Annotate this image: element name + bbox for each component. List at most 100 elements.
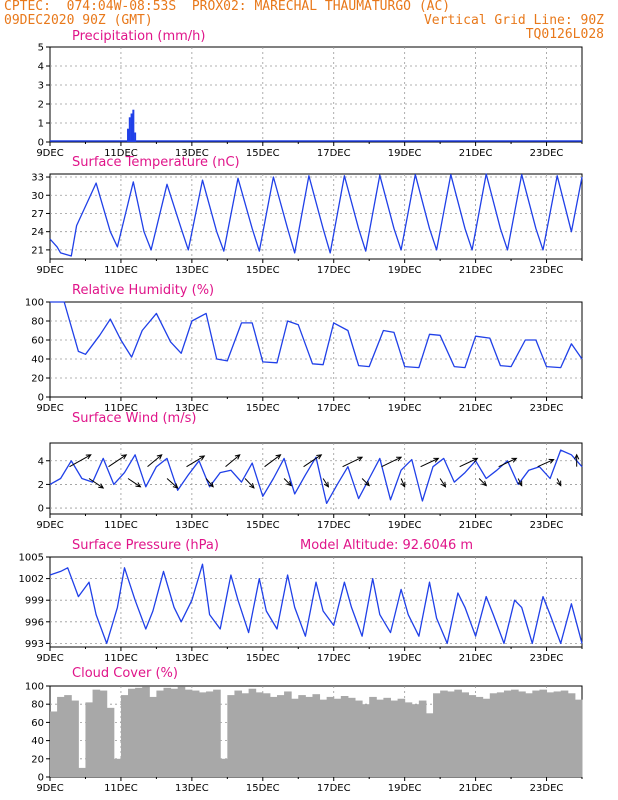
- wind-arrow-head: [286, 480, 292, 487]
- y-tick-label: 0: [38, 504, 44, 515]
- precip-bar: [128, 117, 131, 142]
- y-tick-label: 80: [31, 317, 44, 328]
- precip-bar: [130, 113, 133, 142]
- wind-arrow: [322, 478, 329, 488]
- wind-arrow-head: [323, 481, 330, 488]
- y-tick-label: 40: [31, 355, 44, 366]
- wind-arrow-head: [556, 480, 562, 487]
- cloud-bar: [546, 692, 555, 777]
- cloud-bar: [177, 686, 186, 777]
- y-tick-label: 996: [25, 617, 44, 628]
- cloud-bar: [113, 758, 122, 777]
- cloud-bar: [369, 696, 377, 777]
- y-tick-label: 20: [31, 754, 44, 765]
- wind-arrow-head: [517, 480, 523, 487]
- wind-arrow-head: [364, 480, 371, 487]
- series-line: [49, 449, 583, 505]
- cloud-bar: [262, 693, 271, 777]
- x-tick-label: 9DEC: [36, 265, 63, 276]
- wind-arrow: [342, 456, 363, 468]
- x-tick-label: 9DEC: [36, 148, 63, 159]
- wind-arrow: [205, 478, 214, 488]
- wind-arrow-head: [400, 481, 406, 488]
- y-tick-label: 30: [31, 191, 44, 202]
- cloud-bar: [553, 691, 562, 777]
- cloud-bar: [298, 695, 306, 777]
- panel-4: 993 996 999 1002 1005 9DEC 11DEC 13DEC 15DEC 17DE…: [19, 538, 583, 664]
- wind-arrow: [127, 478, 141, 488]
- wind-arrow: [166, 478, 179, 489]
- wind-arrow: [459, 457, 478, 468]
- cloud-bar: [305, 696, 313, 777]
- wind-arrow: [88, 478, 104, 489]
- x-tick-label: 17DEC: [317, 653, 351, 664]
- plot-frame: [49, 46, 583, 143]
- x-tick-label: 21DEC: [459, 653, 493, 664]
- cloud-bar: [284, 691, 292, 777]
- panel-5: 0 20 40 60 80 100 9DEC 11DEC 13DEC 15DEC 17DEC 19DE…: [25, 666, 583, 794]
- x-tick-label: 21DEC: [459, 520, 493, 531]
- series-line: [50, 301, 583, 369]
- wind-arrow-head: [85, 454, 92, 460]
- cloud-bar: [206, 691, 214, 777]
- panel-2: 0 20 40 60 80 100 9DEC 11DEC 13DEC 15DEC 17DEC 19DE…: [25, 283, 583, 414]
- cloud-bar: [120, 695, 129, 777]
- y-tick-label: 24: [31, 227, 44, 238]
- y-tick-label: 0: [38, 138, 44, 149]
- x-tick-label: 15DEC: [246, 403, 280, 414]
- cloud-bar: [92, 689, 101, 777]
- cloud-bar: [255, 692, 264, 777]
- cloud-bar: [248, 688, 257, 777]
- wind-arrow-head: [156, 454, 163, 460]
- x-tick-label: 23DEC: [530, 265, 564, 276]
- y-tick-label: 40: [31, 736, 44, 747]
- cloud-bar: [50, 711, 58, 777]
- wind-arrow: [361, 478, 370, 486]
- cloud-bar: [560, 690, 569, 777]
- wind-arrow-head: [433, 457, 440, 463]
- x-tick-label: 19DEC: [388, 783, 422, 794]
- panel-title: Surface Temperature (nC): [72, 155, 240, 170]
- y-tick-label: 2: [38, 480, 44, 491]
- x-tick-label: 19DEC: [388, 520, 422, 531]
- cloud-bar: [461, 692, 470, 777]
- x-tick-label: 19DEC: [388, 148, 422, 159]
- x-tick-label: 15DEC: [246, 653, 280, 664]
- cloud-bar: [574, 699, 583, 777]
- cloud-bar: [128, 688, 136, 777]
- wind-arrow-head: [472, 457, 479, 463]
- x-tick-label: 15DEC: [246, 148, 280, 159]
- x-tick-label: 13DEC: [175, 265, 209, 276]
- x-tick-label: 23DEC: [530, 148, 564, 159]
- cloud-bar: [269, 696, 278, 777]
- wind-arrow: [225, 454, 241, 468]
- y-tick-label: 27: [31, 209, 44, 220]
- y-tick-label: 1002: [19, 574, 44, 585]
- cloud-bar: [99, 690, 108, 777]
- cloud-bar: [411, 704, 420, 777]
- panel-title: Surface Pressure (hPa): [72, 538, 219, 553]
- y-tick-label: 4: [38, 62, 44, 73]
- cloud-bar: [397, 698, 406, 777]
- cloud-bar: [191, 690, 200, 777]
- wind-arrow: [303, 454, 322, 468]
- cloud-bar: [475, 696, 484, 777]
- x-tick-label: 9DEC: [36, 653, 63, 664]
- y-tick-label: 4: [38, 456, 44, 467]
- wind-arrow-head: [121, 454, 128, 460]
- panel-title: Surface Wind (m/s): [72, 411, 196, 426]
- wind-arrow-head: [234, 454, 241, 460]
- x-tick-label: 13DEC: [175, 653, 209, 664]
- y-tick-label: 33: [31, 173, 44, 184]
- plot-frame: [49, 173, 583, 260]
- series-line: [49, 563, 583, 645]
- x-tick-label: 9DEC: [36, 783, 63, 794]
- y-tick-label: 20: [31, 374, 44, 385]
- model-altitude: Model Altitude: 92.6046 m: [300, 538, 473, 553]
- cloud-bar: [326, 696, 335, 777]
- cloud-bar: [291, 698, 299, 777]
- wind-arrow: [69, 454, 92, 468]
- cloud-bar: [220, 758, 228, 777]
- wind-arrow: [439, 478, 446, 488]
- wind-arrow: [381, 456, 402, 468]
